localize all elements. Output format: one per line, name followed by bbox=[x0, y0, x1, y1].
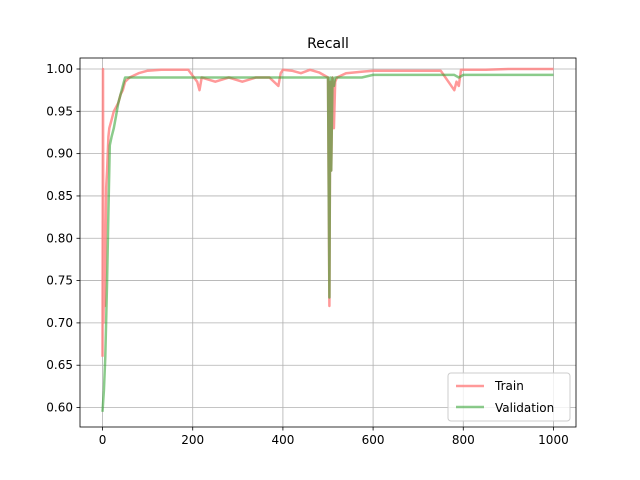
plot-frame bbox=[79, 57, 577, 428]
x-tick-label: 400 bbox=[271, 433, 294, 447]
y-tick-label: 0.90 bbox=[46, 147, 73, 161]
x-tick-label: 0 bbox=[99, 433, 107, 447]
y-tick-label: 0.60 bbox=[46, 401, 73, 415]
y-tick-label: 0.75 bbox=[46, 274, 73, 288]
y-tick-label: 0.70 bbox=[46, 316, 73, 330]
y-tick-label: 1.00 bbox=[46, 62, 73, 76]
series-line-validation bbox=[101, 73, 554, 412]
x-tick-label: 1000 bbox=[538, 433, 569, 447]
series-line-train bbox=[101, 67, 554, 357]
series-layer bbox=[101, 67, 554, 412]
legend-label-train: Train bbox=[494, 379, 524, 393]
y-tick-label: 0.95 bbox=[46, 104, 73, 118]
chart-title: Recall bbox=[307, 36, 349, 52]
axis-ticks: 0 200 400 600 800 1000 0.60 0.65 0.70 0.75 0.80 0.8… bbox=[46, 62, 568, 447]
legend: Train Validation bbox=[447, 372, 571, 422]
x-tick-label: 600 bbox=[362, 433, 385, 447]
x-tick-label: 200 bbox=[181, 433, 204, 447]
legend-label-validation: Validation bbox=[495, 401, 554, 415]
y-tick-label: 0.80 bbox=[46, 231, 73, 245]
y-tick-label: 0.65 bbox=[46, 358, 73, 372]
y-tick-label: 0.85 bbox=[46, 189, 73, 203]
x-tick-label: 800 bbox=[452, 433, 475, 447]
